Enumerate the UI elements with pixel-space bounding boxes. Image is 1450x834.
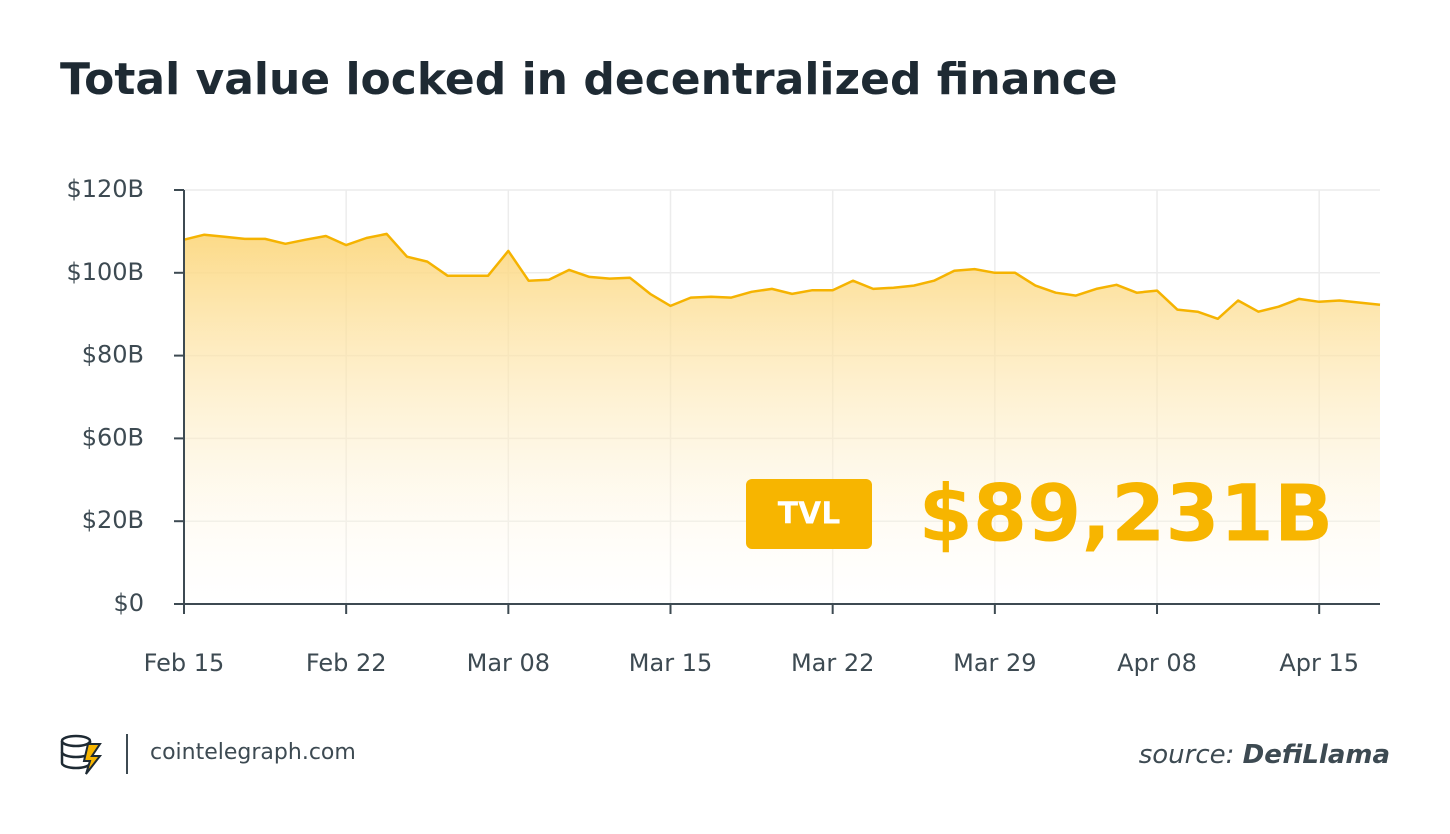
x-tick-label: Apr 15 <box>1279 649 1359 677</box>
y-tick-label: $60B <box>82 423 144 451</box>
line <box>183 232 1381 321</box>
chart-title: Total value locked in decentralized fina… <box>60 54 1118 105</box>
source: source: DefiLlama <box>1139 740 1390 770</box>
x-tick-label: Mar 15 <box>629 649 712 677</box>
x-tick-label: Apr 08 <box>1117 649 1197 677</box>
x-tick-label: Feb 15 <box>144 649 225 677</box>
x-tick-label: Mar 29 <box>953 649 1036 677</box>
badge-label: TVL <box>778 497 841 532</box>
x-tick-label: Mar 22 <box>791 649 874 677</box>
headline-value: $89,231B <box>919 469 1334 559</box>
x-tick-label: Feb 22 <box>306 649 387 677</box>
source-prefix: source: <box>1139 740 1235 770</box>
y-tick-label: $20B <box>82 506 144 534</box>
y-tick-label: $100B <box>66 258 144 286</box>
source-name: DefiLlama <box>1243 740 1390 770</box>
y-tick-label: $120B <box>66 175 144 203</box>
logo <box>60 734 103 775</box>
area-fill <box>184 233 1380 604</box>
x-tick-label: Mar 08 <box>467 649 550 677</box>
y-tick-label: $0 <box>113 589 144 617</box>
y-tick-label: $80B <box>82 341 144 369</box>
badge <box>746 479 872 549</box>
plot: $0 $20B $60B $80B $100B $120B Feb 15 Feb 22 Mar … <box>66 175 1381 677</box>
site-name: cointelegraph.com <box>150 740 356 765</box>
